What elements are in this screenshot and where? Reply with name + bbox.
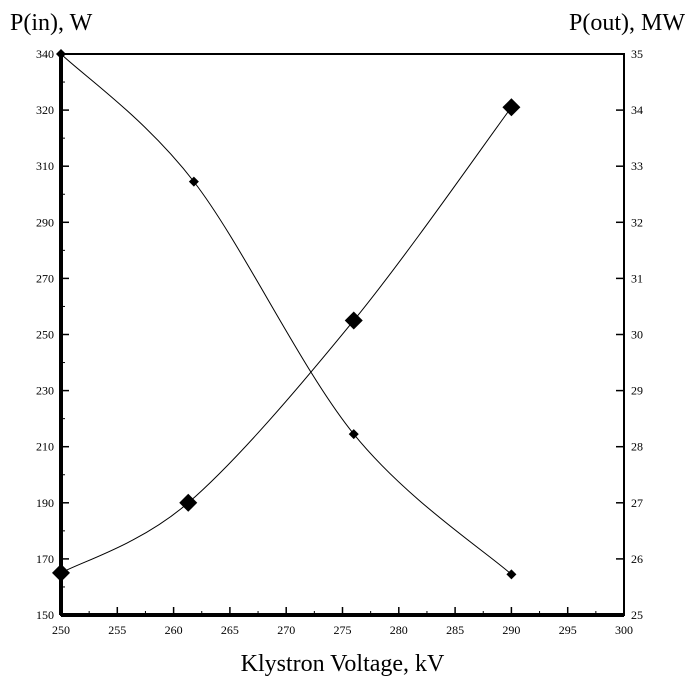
left-tick-label: 190 [36,496,54,510]
series-2-point [502,98,521,117]
left-tick-label: 250 [36,328,54,342]
right-tick-label: 28 [631,440,643,454]
left-tick-label: 150 [36,608,54,622]
right-tick-label: 29 [631,384,643,398]
series-2-point [344,311,363,330]
x-tick-label: 300 [615,623,633,637]
left-tick-label: 320 [36,103,54,117]
x-tick-label: 275 [334,623,352,637]
series-2-point [179,493,198,512]
x-tick-label: 265 [221,623,239,637]
x-tick-label: 260 [165,623,183,637]
right-tick-label: 25 [631,608,643,622]
right-tick-label: 31 [631,271,643,285]
right-tick-label: 34 [631,103,643,117]
right-tick-label: 33 [631,159,643,173]
x-tick-label: 295 [559,623,577,637]
x-axis-title: Klystron Voltage, kV [240,651,445,677]
right-tick-label: 35 [631,47,643,61]
right-axis-title: P(out), MW [569,10,685,36]
right-tick-label: 27 [631,496,643,510]
series-1-point [188,176,199,187]
left-tick-label: 270 [36,271,54,285]
left-tick-label: 290 [36,215,54,229]
series-1-line [60,53,512,575]
left-axis-title: P(in), W [10,10,93,36]
right-tick-label: 30 [631,328,643,342]
left-tick-label: 210 [36,440,54,454]
left-tick-label: 230 [36,384,54,398]
x-tick-label: 290 [502,623,520,637]
x-tick-label: 280 [390,623,408,637]
left-tick-label: 170 [36,552,54,566]
series-1-point [506,569,517,580]
right-tick-label: 32 [631,215,643,229]
series-1-point [56,49,66,59]
x-tick-label: 250 [52,623,70,637]
series-2-line [60,106,512,574]
right-tick-label: 26 [631,552,643,566]
left-tick-label: 340 [36,47,54,61]
x-tick-label: 270 [277,623,295,637]
series-1-point [348,429,359,440]
x-tick-label: 255 [108,623,126,637]
x-tick-label: 285 [446,623,464,637]
series-2-point [52,563,70,582]
left-tick-label: 310 [36,159,54,173]
